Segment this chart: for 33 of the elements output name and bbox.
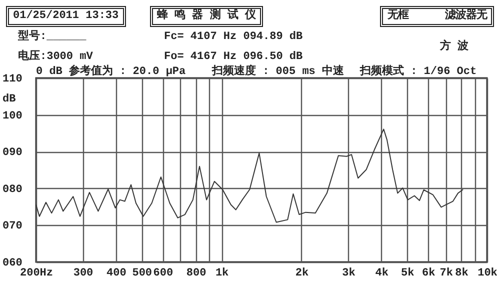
text: 01/25/2011 13:33 <box>6 6 126 27</box>
x-tick-label: 8k <box>455 268 469 280</box>
y-tick-label: 110 <box>2 74 22 86</box>
text: Fc= 4107 Hz 094.89 dB <box>164 31 303 44</box>
x-tick-label: 4k <box>375 268 389 280</box>
x-tick-label: 7k <box>440 268 454 280</box>
x-tick-label: 3k <box>342 268 356 280</box>
chart-title: 蜂 鸣 器 测 试 仪 <box>150 6 264 27</box>
text: 扫频速度 : 005 ms 中速 <box>212 66 344 79</box>
x-tick-label: 600 <box>153 268 174 280</box>
y-axis-title: dB <box>2 94 16 106</box>
y-tick-label: 100 <box>2 110 22 122</box>
x-tick-label: 500 <box>132 268 152 280</box>
y-tick-label: 060 <box>2 258 22 270</box>
text: 无框 滤波器无 <box>380 6 494 27</box>
y-tick-label: 090 <box>2 147 22 160</box>
text: 方 波 <box>440 41 469 54</box>
y-tick-label: 070 <box>2 220 22 233</box>
x-tick-label: 1k <box>215 268 230 280</box>
text: 电压:3000 mV <box>18 51 93 64</box>
x-tick-label: 800 <box>186 268 206 280</box>
x-tick-label: 300 <box>73 268 94 280</box>
x-tick-label: 200Hz <box>20 268 54 280</box>
text: 扫频模式 : 1/96 Oct <box>360 66 477 79</box>
x-tick-label: 400 <box>106 268 126 280</box>
x-tick-label: 2k <box>295 268 309 280</box>
text: 型号:______ <box>18 31 86 44</box>
text: 0 dB 参考值为 : 20.0 μPa <box>36 66 186 79</box>
x-tick-label: 5k <box>400 268 415 280</box>
x-tick-label: 10k <box>478 268 497 280</box>
y-tick-label: 080 <box>2 184 22 196</box>
text: Fo= 4167 Hz 096.50 dB <box>164 51 303 64</box>
x-tick-label: 6k <box>422 268 436 280</box>
